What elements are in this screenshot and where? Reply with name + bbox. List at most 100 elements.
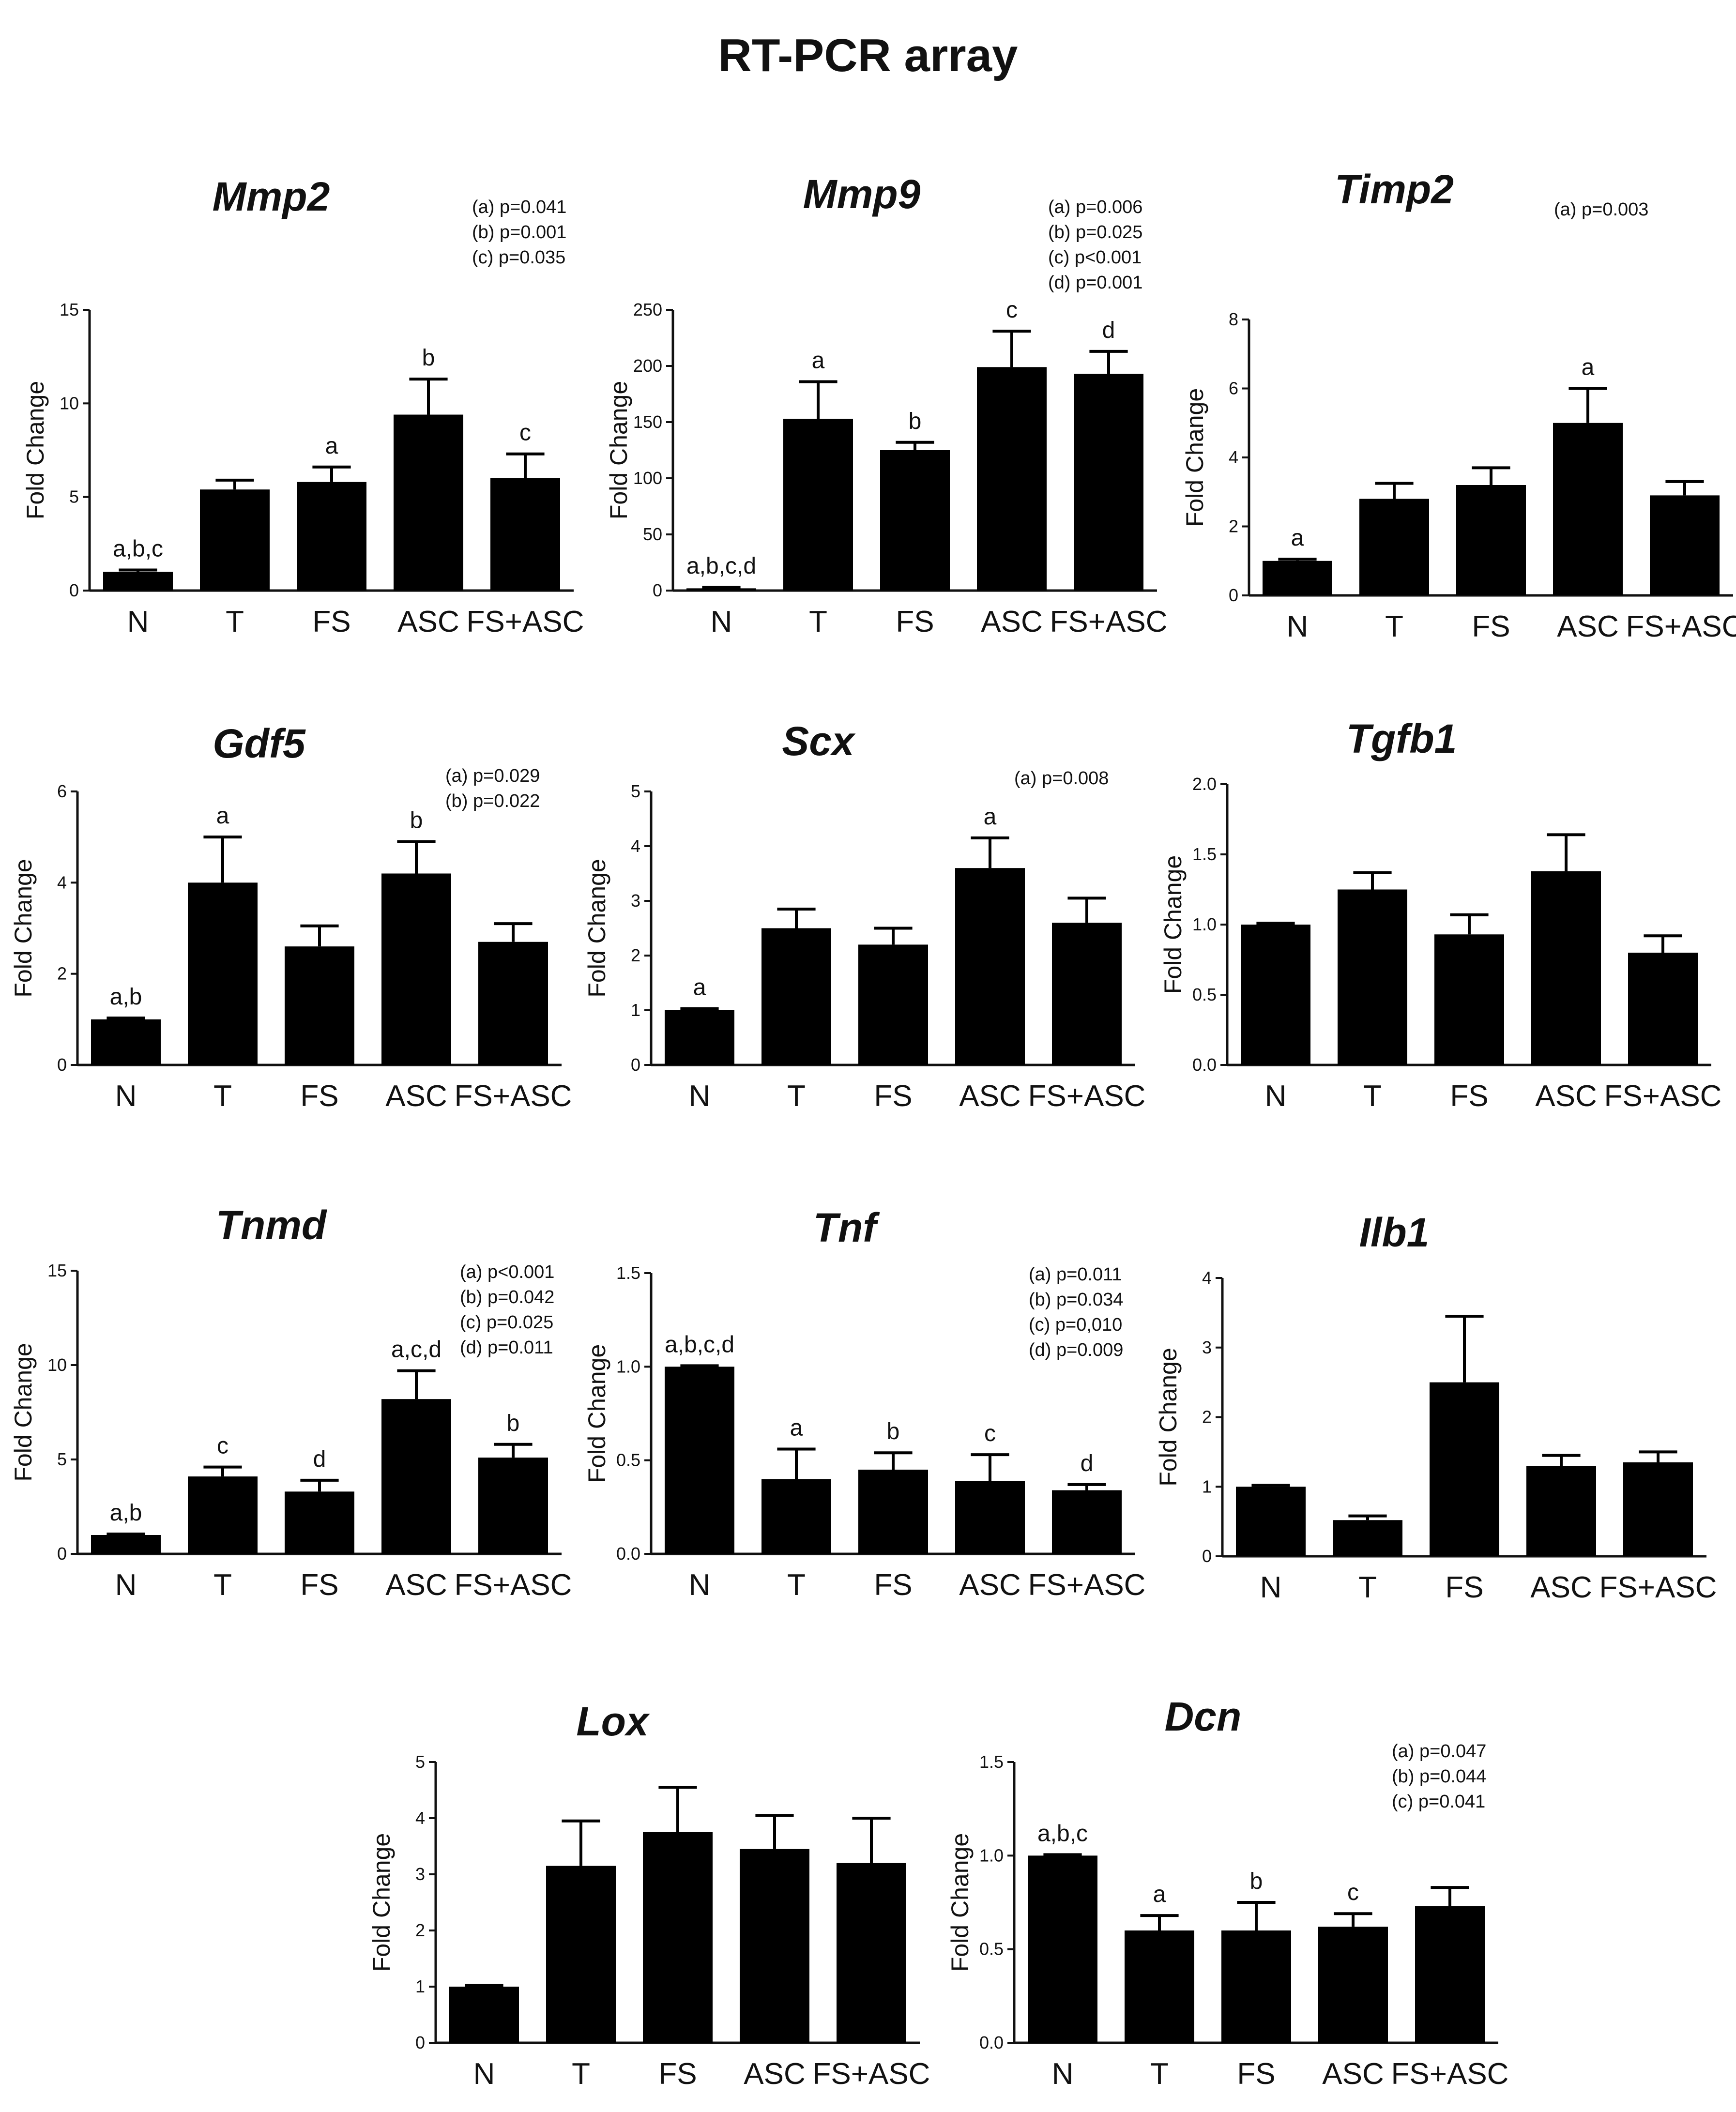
x-tick-label: FS+ASC	[1599, 1571, 1717, 1604]
x-tick-label: FS	[1237, 2057, 1275, 2091]
significance-label: b	[422, 345, 435, 371]
stat-line: (a) p=0.029	[445, 766, 540, 786]
stat-line: (b) p=0.025	[1048, 222, 1142, 243]
bar-fs-plus-asc	[1628, 953, 1698, 1065]
bar-asc	[1553, 423, 1623, 595]
bar-n	[1028, 1855, 1097, 2043]
y-tick-label: 200	[633, 356, 662, 376]
chart-panel-tgfb1: Tgfb1 0.0 0.5 1.0 1.5 2.0 Fold Change N T FS ASC FS…	[1159, 716, 1721, 1113]
x-tick-label: FS+ASC	[813, 2057, 930, 2091]
y-tick-label: 0	[57, 1544, 67, 1564]
y-tick-label: 0	[631, 1055, 640, 1075]
x-tick-label: N	[115, 1079, 137, 1113]
bar-t	[188, 1476, 258, 1554]
y-axis-label: Fold Change	[10, 859, 37, 997]
y-tick-label: 0	[69, 580, 79, 600]
y-tick-label: 4	[1229, 447, 1238, 467]
chart-panel-mmp2: Mmp2 (a) p=0.041 (b) p=0.001 (c) p=0.035 0 5 1…	[22, 174, 584, 638]
stat-line: (a) p<0.001	[460, 1262, 554, 1282]
bar-asc	[381, 873, 451, 1065]
y-axis-label: Fold Change	[22, 381, 49, 519]
significance-label: a,b,c	[1037, 1821, 1088, 1846]
y-tick-label: 2	[1229, 517, 1238, 536]
x-tick-label: N	[689, 1568, 711, 1602]
y-tick-label: 1	[631, 1000, 640, 1020]
x-tick-label: ASC	[1557, 610, 1618, 643]
chart-panel-mmp9: Mmp9 (a) p=0.006 (b) p=0.025 (c) p<0.001 (d)…	[605, 171, 1167, 638]
y-tick-label: 0.5	[1192, 985, 1217, 1004]
y-tick-label: 0.5	[616, 1450, 640, 1470]
x-tick-label: T	[572, 2057, 590, 2091]
bar-n	[1241, 925, 1310, 1065]
bar-fs-plus-asc	[1415, 1906, 1485, 2043]
stat-line: (c) p=0.035	[472, 247, 565, 268]
x-tick-label: N	[689, 1079, 711, 1113]
significance-label: a	[1291, 525, 1304, 551]
stat-line: (b) p=0.034	[1029, 1290, 1123, 1310]
x-tick-label: FS+ASC	[1604, 1079, 1722, 1113]
x-tick-label: FS+ASC	[1626, 610, 1736, 643]
bar-t	[1333, 1520, 1402, 1556]
significance-label: a,b,c,d	[665, 1332, 734, 1357]
x-tick-label: FS	[896, 605, 934, 638]
chart-panel-dcn: Dcn (a) p=0.047 (b) p=0.044 (c) p=0.041 0.0 0…	[946, 1694, 1508, 2091]
y-tick-label: 2	[57, 964, 67, 984]
bar-fs-plus-asc	[1623, 1462, 1693, 1556]
bar-n	[686, 588, 756, 591]
x-tick-label: ASC	[385, 1079, 447, 1113]
y-tick-label: 2	[1202, 1407, 1212, 1427]
y-tick-label: 4	[631, 836, 640, 856]
y-tick-label: 2	[631, 945, 640, 965]
y-axis-label: Fold Change	[1181, 388, 1208, 527]
x-tick-label: FS+ASC	[455, 1568, 572, 1602]
x-tick-label: T	[787, 1079, 806, 1113]
x-tick-label: N	[1260, 1571, 1282, 1604]
x-tick-label: N	[115, 1568, 137, 1602]
y-tick-label: 8	[1229, 309, 1238, 329]
y-tick-label: 6	[1229, 379, 1238, 398]
y-axis-label: Fold Change	[10, 1343, 37, 1481]
significance-label: b	[410, 808, 423, 834]
y-tick-label: 4	[57, 872, 67, 892]
y-tick-label: 5	[69, 487, 79, 507]
y-tick-label: 1.5	[979, 1752, 1004, 1772]
y-tick-label: 0	[57, 1055, 67, 1075]
bar-t	[1125, 1930, 1194, 2043]
panel-title: Tnf	[813, 1205, 880, 1250]
significance-label: b	[1250, 1869, 1263, 1894]
stat-line: (a) p=0.011	[1029, 1264, 1122, 1285]
bar-fs	[297, 482, 366, 591]
significance-label: d	[313, 1446, 326, 1472]
bar-t	[188, 882, 258, 1065]
x-tick-label: T	[809, 605, 827, 638]
significance-label: c	[1347, 1880, 1359, 1905]
y-tick-label: 0	[1202, 1546, 1212, 1566]
bar-t	[1359, 499, 1429, 595]
x-tick-label: FS+ASC	[455, 1079, 572, 1113]
y-tick-label: 1.0	[979, 1845, 1004, 1865]
significance-label: a	[1582, 355, 1595, 380]
y-tick-label: 6	[57, 781, 67, 801]
x-tick-label: ASC	[981, 605, 1042, 638]
bar-t	[783, 419, 853, 591]
x-tick-label: N	[127, 605, 149, 638]
x-tick-label: ASC	[1530, 1571, 1592, 1604]
significance-label: a	[216, 803, 229, 829]
significance-label: a	[693, 975, 706, 1001]
x-tick-label: FS	[312, 605, 350, 638]
figure-title: RT-PCR array	[718, 30, 1018, 81]
bar-fs	[1221, 1930, 1291, 2043]
stat-line: (b) p=0.001	[472, 222, 566, 243]
y-tick-label: 5	[57, 1449, 67, 1469]
bar-n	[665, 1010, 734, 1065]
y-axis-label: Fold Change	[368, 1833, 395, 1972]
chart-panel-timp2: Timp2 (a) p=0.003 0 2 4 6 8 Fold Change a N T FS a AS…	[1181, 167, 1736, 643]
bar-fs	[643, 1832, 713, 2043]
x-tick-label: ASC	[385, 1568, 447, 1602]
bar-asc	[955, 1481, 1025, 1554]
y-axis-label: Fold Change	[946, 1833, 974, 1972]
stat-line: (b) p=0.042	[460, 1287, 554, 1307]
panel-title: Gdf5	[213, 721, 306, 766]
chart-panel-tnmd: Tnmd (a) p<0.001 (b) p=0.042 (c) p=0.025 (d)…	[10, 1202, 572, 1602]
significance-label: a,b,c	[113, 536, 163, 562]
